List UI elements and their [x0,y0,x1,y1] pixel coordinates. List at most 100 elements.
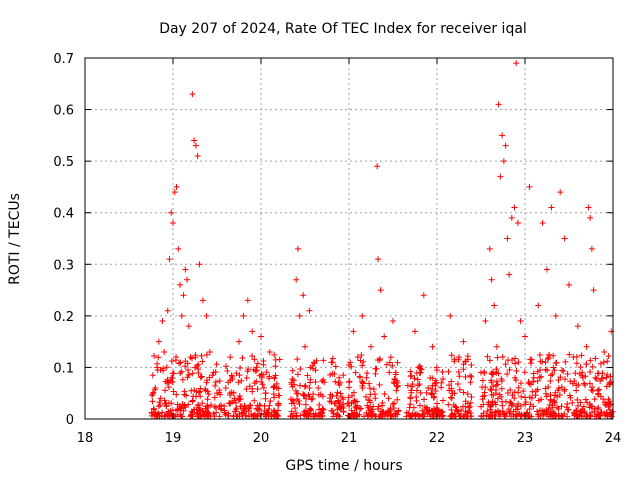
data-point [194,152,201,159]
data-point [236,396,243,403]
data-point [592,374,599,381]
data-point [305,391,312,398]
data-point [507,399,514,406]
data-point [359,362,366,369]
data-point [372,365,379,372]
data-point [357,357,364,364]
data-point [248,411,255,418]
data-point [376,381,383,388]
data-point [478,403,485,410]
data-point [162,387,169,394]
data-point [260,384,267,391]
data-point [410,404,417,411]
data-point [262,390,269,397]
data-point [515,384,522,391]
data-point [394,396,401,403]
data-point [240,407,247,414]
data-point [375,256,382,263]
data-point [374,405,381,412]
data-point [150,389,157,396]
data-point [528,413,535,420]
data-point [584,413,591,420]
data-point [456,354,462,361]
data-point [530,403,537,410]
y-tick-label: 0.2 [53,310,74,325]
data-point [182,404,189,411]
data-point [358,352,365,359]
data-point [363,374,370,381]
data-point [590,287,597,294]
data-point [549,371,556,378]
data-point [526,406,533,413]
data-point [308,406,315,413]
data-point [578,413,585,420]
data-point [189,91,196,98]
data-point [604,358,611,365]
data-point [548,204,555,211]
data-point [224,367,231,374]
data-point [390,318,396,325]
data-point [226,400,233,407]
data-point [498,385,505,392]
data-point [448,378,455,385]
data-point [408,372,415,379]
data-point [582,396,589,403]
data-point [434,400,440,407]
data-point [583,343,590,350]
data-point [547,377,554,384]
chart-title: Day 207 of 2024, Rate Of TEC Index for r… [159,21,527,37]
data-point [386,369,393,376]
data-point [177,359,184,366]
data-point [300,391,307,398]
data-point [307,407,314,414]
data-point [245,366,252,373]
data-point [551,399,558,406]
data-point [315,385,322,392]
data-point [368,343,374,350]
data-point [542,390,549,397]
data-point [498,377,505,384]
data-point [518,393,525,400]
data-point [350,399,357,406]
data-point [172,357,179,364]
data-point [592,355,599,362]
data-point [310,359,317,366]
data-point [414,376,421,383]
data-point [566,351,573,358]
data-point [328,359,335,366]
data-point [495,101,502,108]
data-point [492,386,499,393]
data-point [589,363,596,370]
data-point [560,367,567,374]
data-point [542,385,549,392]
data-point [337,405,344,412]
data-point [199,358,206,365]
data-point [535,397,542,404]
data-point [445,401,452,408]
data-point [300,392,307,399]
data-point [407,368,414,375]
data-point [571,378,578,385]
data-point [532,388,539,395]
data-point [479,393,486,400]
data-point [546,401,553,408]
data-point [488,403,495,410]
data-point [243,412,250,419]
data-point [151,352,158,359]
data-point [445,368,452,375]
data-point [247,401,254,408]
data-point [251,380,258,387]
data-point [562,376,569,383]
data-point [276,392,283,399]
data-point [530,374,537,381]
data-point [359,384,366,391]
data-point [184,276,191,283]
y-axis-label: ROTI / TECUs [7,193,23,285]
y-tick-label: 0.6 [53,104,74,119]
y-tick-label: 0.3 [53,258,74,273]
data-point [166,256,173,263]
data-point [258,333,264,340]
data-point [601,348,608,355]
data-point [294,245,301,252]
data-point [426,406,433,413]
